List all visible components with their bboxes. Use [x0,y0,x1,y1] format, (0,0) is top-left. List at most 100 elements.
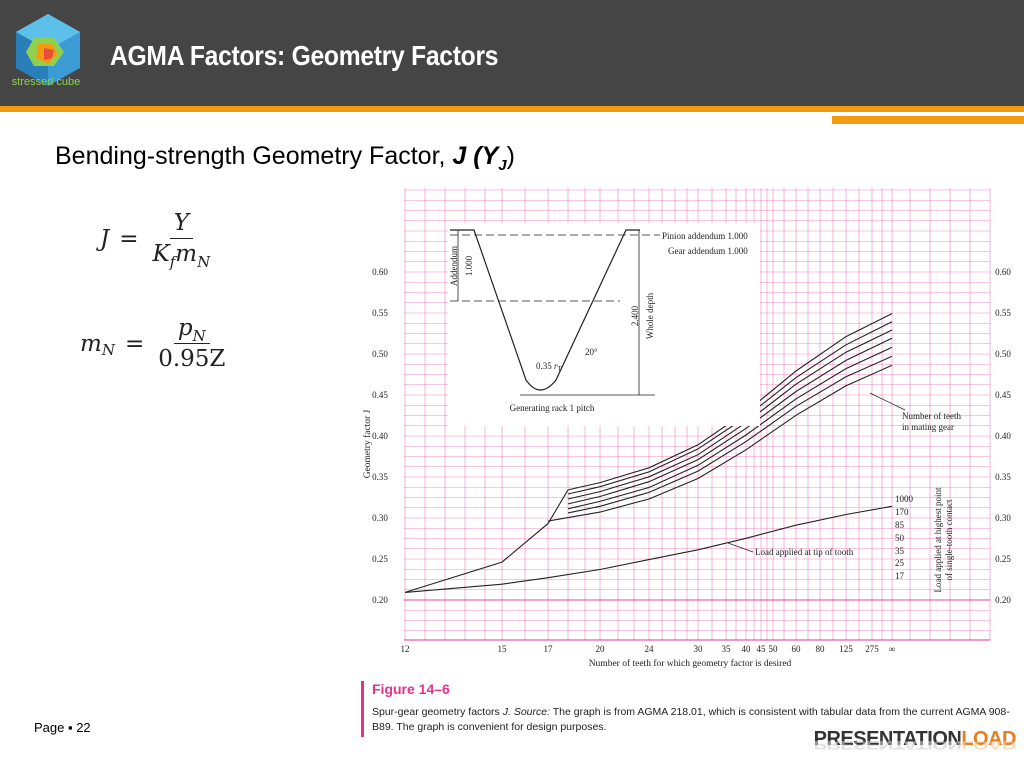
formula-j-lhs: J [100,225,110,252]
y-tick-label-right: 0.45 [995,390,1011,400]
x-tick-label: 20 [596,644,606,654]
formula-j-denominator: KfmN [152,241,211,271]
y-tick-label-left: 0.60 [372,267,388,277]
formula-j-eq: = [119,225,139,252]
y-tick-label-left: 0.25 [372,554,388,564]
tip-load-leader [727,542,754,553]
brand-logo: PRESENTATIONLOAD [813,728,1017,750]
series-line [567,313,893,491]
y-tick-label-right: 0.35 [995,472,1011,482]
inset-radius-label: 0.35 rT [536,361,563,373]
y-tick-label-left: 0.30 [372,513,388,523]
x-tick-label: 60 [792,644,802,654]
legend-title-line2: of single-tooth contact [944,499,954,580]
subtitle-text: Bending-strength Geometry Factor, [55,142,453,170]
formula-mn-lhs-sub: N [101,340,115,359]
envelope-curve [404,489,569,593]
subtitle-sub-index: J [498,157,507,174]
geometry-factor-chart: 0.20 0.20 0.25 0.25 0.30 0.30 0.35 0.35 0.40 0.40… [362,188,1011,669]
figure-title: Figure 14–6 [372,681,450,697]
x-tick-label: 12 [401,644,410,654]
inset-background [448,223,760,426]
series-line [567,355,893,514]
formula-mn-numerator: pN [173,315,210,345]
inset-addendum-value: 1.000 [464,255,474,276]
y-tick-label-right: 0.55 [995,308,1011,318]
series-line [567,321,893,495]
series-line [567,329,893,500]
teeth-label-line2: in mating gear [902,422,954,432]
brand-logo-reflection: PRESENTATIONLOAD [813,737,1016,751]
y-tick-label-left: 0.45 [372,390,388,400]
y-axis-label: Geometry factor J [362,409,373,478]
inset-angle-label: 20° [585,347,598,357]
inset-gear-label: Gear addendum 1.000 [668,246,748,256]
header-accent-stripe [0,106,1024,112]
x-tick-label: 17 [544,644,554,654]
formula-j-fraction: Y KfmN [149,210,215,271]
x-tick-label: 35 [722,644,732,654]
slide-title: AGMA Factors: Geometry Factors [110,40,499,71]
series-label: 17 [895,571,905,581]
x-axis-label: Number of teeth for which geometry facto… [589,658,792,669]
series-line [567,337,893,505]
x-tick-label: 24 [645,644,655,654]
subtitle-sub-symbol: Y [481,142,499,170]
x-tick-label: ∞ [889,644,895,654]
y-tick-label-right: 0.50 [995,349,1011,359]
inset-rack-profile [450,229,640,391]
formula-j: J = Y KfmN [100,210,215,271]
x-tick-label: 15 [498,644,508,654]
series-label: 1000 [895,494,914,504]
figure-caption: Spur-gear geometry factors J. Source: Th… [372,706,1010,733]
y-tick-label-right: 0.40 [995,431,1011,441]
page-number: Page ▪ 22 [34,720,91,735]
inset-addendum-label: Addendum [449,246,459,286]
y-tick-label-left: 0.20 [372,595,388,605]
y-tick-label-right: 0.30 [995,513,1011,523]
inset-whole-depth-label: Whole depth [645,292,655,339]
y-tick-label-left: 0.55 [372,308,388,318]
header-bar [0,0,1024,106]
formula-mn-lhs: m [80,330,102,357]
series-label: 35 [895,546,905,556]
formula-mn-denominator: 0.95Z [158,346,226,372]
y-tick-label-right: 0.60 [995,267,1011,277]
figure-accent-bar [361,681,364,737]
subtitle-symbol: J [452,142,467,170]
inset-rack-label: Generating rack 1 pitch [510,403,595,413]
subtitle-paren-close: ) [506,142,515,170]
formula-j-numerator: Y [169,210,193,239]
y-tick-label-right: 0.25 [995,554,1011,564]
formula-mn-fraction: pN 0.95Z [154,315,229,372]
logo-text: stressed cube [11,76,81,88]
x-tick-label: 80 [816,644,826,654]
teeth-label-line1: Number of teeth [902,411,961,421]
teeth-label-leader [869,392,906,411]
stressed-cube-logo-icon [16,14,80,86]
x-tick-label: 125 [839,644,853,654]
header-accent-stripe-right [832,116,1024,124]
x-tick-label: 45 [757,644,767,654]
series-label: 50 [895,533,905,543]
series-label: 25 [895,558,905,568]
tip-load-label: Load applied at tip of tooth [755,547,854,557]
legend-title-line1: Load applied at highest point [933,487,943,592]
y-tick-label-right: 0.20 [995,595,1011,605]
series-label: 170 [895,507,909,517]
inset-whole-depth-value: 2.400 [630,305,640,326]
y-tick-label-left: 0.50 [372,349,388,359]
x-tick-label: 30 [694,644,704,654]
y-tick-label-left: 0.35 [372,472,388,482]
series-label: 85 [895,520,905,530]
series-line [404,505,893,593]
subtitle-paren-open: ( [473,142,482,170]
x-tick-label: 40 [742,644,752,654]
x-tick-label: 275 [865,644,879,654]
inset-pinion-label: Pinion addendum 1.000 [662,231,748,241]
y-tick-label-left: 0.40 [372,431,388,441]
slide-subtitle: Bending-strength Geometry Factor, J (YJ) [55,142,515,174]
formula-mn-eq: = [124,330,145,357]
series-line [547,364,893,522]
